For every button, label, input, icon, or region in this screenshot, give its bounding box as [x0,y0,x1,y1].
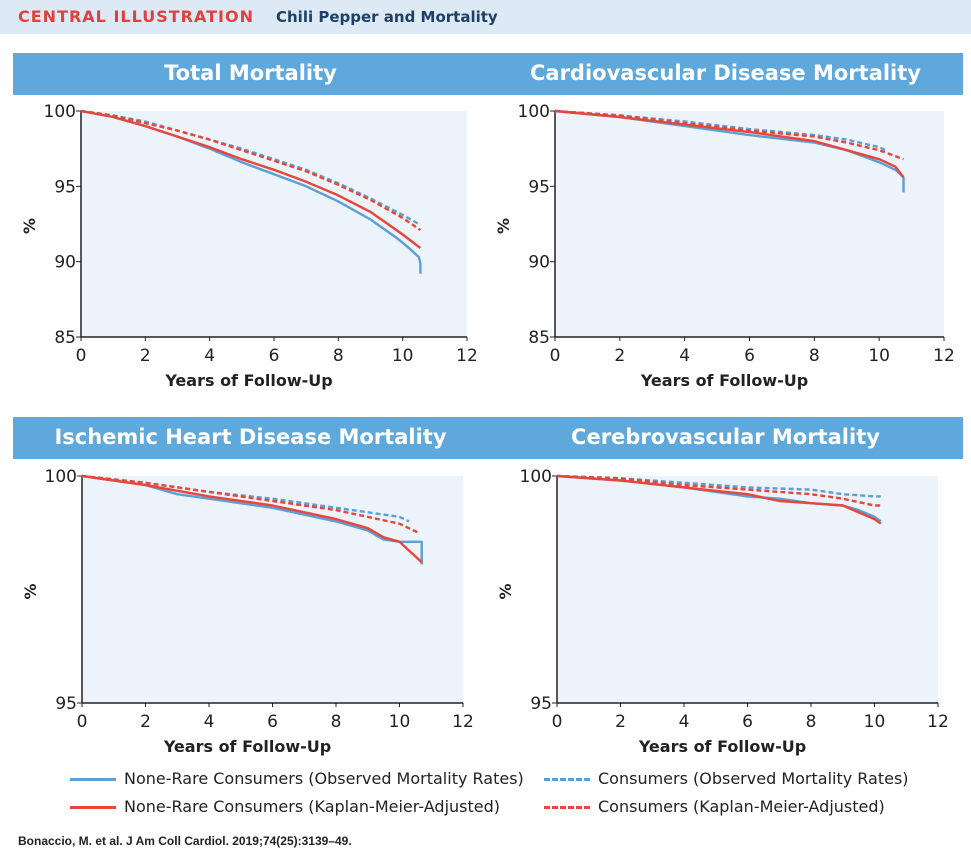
y-axis-label: % [21,583,40,599]
chart-panel: Total Mortality 0 2 4 6 8 10 12 85 90 95 100 Years o… [13,53,488,390]
series-line [556,474,881,507]
legend-label: None-Rare Consumers (Kaplan-Meier-Adjust… [124,797,500,816]
x-tick-label: 10 [868,346,890,366]
x-tick-label: 6 [267,712,278,732]
title-band [13,417,488,459]
x-tick-label: 4 [204,712,215,732]
y-axis-label: % [20,218,39,234]
x-tick-label: 8 [331,712,342,732]
x-tick-label: 2 [140,712,151,732]
series-line [554,109,904,161]
y-axis-label: % [496,583,515,599]
series-line [80,109,422,250]
y-axis-label: % [494,218,513,234]
series-line [554,109,905,179]
y-tick-label: 95 [54,177,76,197]
header-subtitle: Chili Pepper and Mortality [276,8,498,26]
y-tick-label: 85 [528,328,550,348]
x-tick-label: 2 [615,712,626,732]
x-axis-label: Years of Follow-Up [640,371,808,390]
title-band [13,53,488,95]
x-tick-label: 10 [392,346,414,366]
plot-area [557,476,938,703]
y-tick-label: 95 [530,694,552,714]
x-tick-label: 12 [456,346,478,366]
x-tick-label: 10 [864,712,886,732]
y-tick-label: 100 [44,102,76,122]
x-tick-label: 0 [550,346,561,366]
series-line [81,474,420,534]
chart-title: Cardiovascular Disease Mortality [530,61,921,85]
x-tick-label: 6 [742,712,753,732]
x-tick-label: 4 [679,712,690,732]
legend-swatch [544,778,590,781]
x-axis-label: Years of Follow-Up [164,371,332,390]
legend-swatch [70,778,116,781]
y-tick-label: 95 [55,694,77,714]
illustration-header: CENTRAL ILLUSTRATION Chili Pepper and Mo… [0,0,971,34]
x-tick-label: 12 [452,712,474,732]
legend-swatch [70,806,116,809]
chart-panel: Cerebrovascular Mortality 0 2 4 6 8 10 12 95 100 Y… [488,417,963,756]
x-tick-label: 12 [927,712,949,732]
chart-panel: Cardiovascular Disease Mortality 0 2 4 6 8 10 1… [488,53,963,390]
title-band [488,417,963,459]
series-line [80,109,422,231]
x-tick-label: 8 [333,346,344,366]
x-axis-label: Years of Follow-Up [638,737,806,756]
y-tick-label: 95 [528,177,550,197]
x-tick-label: 6 [269,346,280,366]
x-tick-label: 10 [389,712,411,732]
x-tick-label: 2 [140,346,151,366]
x-tick-label: 0 [76,346,87,366]
x-tick-label: 4 [204,346,215,366]
x-tick-label: 0 [77,712,88,732]
x-tick-label: 8 [806,712,817,732]
legend-label: Consumers (Kaplan-Meier-Adjusted) [598,797,885,816]
x-tick-label: 2 [614,346,625,366]
y-tick-label: 90 [528,253,550,273]
legend-label: Consumers (Observed Mortality Rates) [598,769,909,788]
y-tick-label: 100 [518,102,550,122]
chart-panel: Ischemic Heart Disease Mortality 0 2 4 6 8 10 1… [13,417,488,756]
chart-title: Ischemic Heart Disease Mortality [54,425,446,449]
title-band [488,53,963,95]
x-tick-label: 8 [809,346,820,366]
chart-title: Cerebrovascular Mortality [571,425,880,449]
x-tick-label: 0 [552,712,563,732]
plot-area [82,476,463,703]
x-tick-label: 4 [679,346,690,366]
legend-label: None-Rare Consumers (Observed Mortality … [124,769,524,788]
chart-title: Total Mortality [164,61,337,85]
x-tick-label: 12 [933,346,955,366]
header-label: CENTRAL ILLUSTRATION [18,7,254,26]
plot-area [555,111,944,337]
x-tick-label: 6 [744,346,755,366]
citation: Bonaccio, M. et al. J Am Coll Cardiol. 2… [18,834,352,848]
x-axis-label: Years of Follow-Up [163,737,331,756]
y-tick-label: 90 [54,253,76,273]
plot-area [81,111,467,337]
series-line [81,474,423,565]
series-line [81,474,423,564]
y-tick-label: 85 [54,328,76,348]
y-tick-label: 100 [520,467,552,487]
series-line [556,474,882,525]
series-line [80,109,420,226]
y-tick-label: 100 [45,467,77,487]
legend-swatch [544,806,590,809]
